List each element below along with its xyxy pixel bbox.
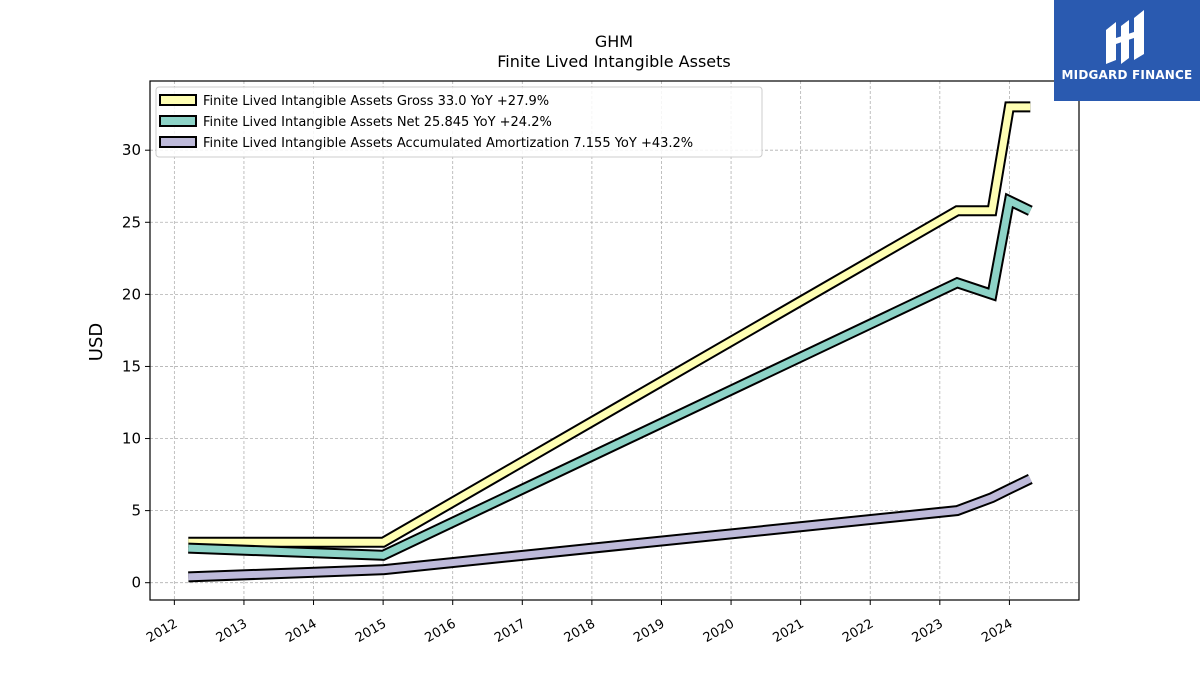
x-tick-label: 2023 — [910, 616, 946, 646]
y-axis: 0 5 10 15 20 25 30 — [122, 141, 150, 592]
series-line-outline — [188, 101, 1031, 548]
x-tick-label: 2014 — [283, 616, 319, 646]
x-tick-label: 2015 — [353, 616, 389, 646]
series-line — [188, 473, 1033, 583]
series-line-fill — [188, 103, 1031, 546]
series-line — [188, 192, 1033, 561]
x-tick-label: 2022 — [840, 616, 876, 646]
legend-label: Finite Lived Intangible Assets Net 25.84… — [203, 115, 552, 130]
legend-label: Finite Lived Intangible Assets Accumulat… — [203, 136, 693, 151]
series-layer — [188, 101, 1033, 583]
y-tick-label: 20 — [122, 285, 141, 303]
legend-swatch — [159, 94, 197, 106]
midgard-finance-logo: MIDGARD FINANCE — [1054, 0, 1200, 101]
legend-swatch — [159, 136, 197, 148]
y-tick-label: 15 — [122, 357, 141, 375]
y-tick-label: 5 — [131, 502, 141, 520]
legend-swatch — [159, 115, 197, 127]
x-tick-label: 2018 — [562, 616, 598, 646]
x-tick-label: 2013 — [214, 616, 250, 646]
x-axis: 2012 2013 2014 2015 2016 2017 2018 2019 2020 2021… — [144, 600, 1015, 646]
midgard-logo-icon — [1106, 10, 1144, 64]
chart-title: GHM — [595, 32, 633, 51]
x-tick-label: 2024 — [979, 616, 1015, 646]
logo-text: MIDGARD FINANCE — [1061, 68, 1193, 82]
legend-box — [155, 86, 763, 158]
legend-label: Finite Lived Intangible Assets Gross 33.… — [203, 94, 549, 109]
x-tick-label: 2017 — [492, 616, 528, 646]
x-tick-label: 2020 — [701, 616, 737, 646]
series-line-fill — [188, 195, 1032, 559]
x-tick-label: 2012 — [144, 616, 180, 646]
series-line-outline — [188, 192, 1033, 561]
x-tick-label: 2019 — [631, 616, 667, 646]
series-line-fill — [188, 475, 1032, 581]
x-tick-label: 2016 — [423, 616, 459, 646]
grid — [150, 81, 1079, 600]
y-tick-label: 30 — [122, 141, 141, 159]
y-tick-label: 25 — [122, 213, 141, 231]
y-axis-label: USD — [86, 323, 107, 361]
series-line — [188, 101, 1031, 548]
x-tick-label: 2021 — [770, 616, 806, 646]
plot-frame — [149, 80, 1080, 601]
y-tick-label: 10 — [122, 430, 141, 448]
chart-subtitle: Finite Lived Intangible Assets — [497, 52, 730, 71]
series-line-outline — [188, 473, 1033, 583]
legend: Finite Lived Intangible Assets Gross 33.… — [155, 86, 763, 158]
y-tick-label: 0 — [131, 574, 141, 592]
